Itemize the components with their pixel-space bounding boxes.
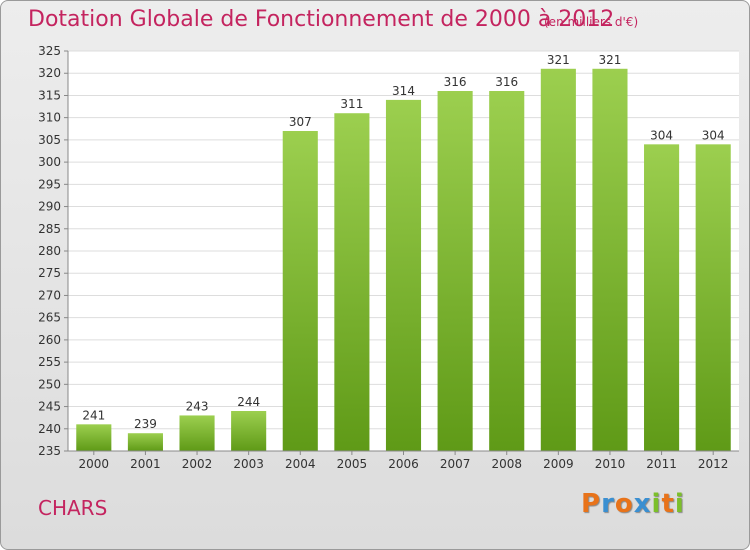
y-tick-label: 305 xyxy=(38,133,61,147)
data-label: 304 xyxy=(702,128,725,142)
y-tick-label: 240 xyxy=(38,422,61,436)
y-tick-label: 290 xyxy=(38,200,61,214)
y-tick-label: 250 xyxy=(38,377,61,391)
bar-2003 xyxy=(231,411,267,451)
data-label: 307 xyxy=(289,115,312,129)
data-label: 314 xyxy=(392,84,415,98)
y-tick-label: 275 xyxy=(38,266,61,280)
data-label: 241 xyxy=(82,408,105,422)
data-label: 316 xyxy=(495,75,518,89)
data-label: 244 xyxy=(237,395,260,409)
y-tick-label: 280 xyxy=(38,244,61,258)
x-tick-label: 2010 xyxy=(595,457,626,471)
y-axis: 235 240 245 250 255 260 265 270 275 280 285 290 295 3… xyxy=(38,44,69,458)
x-tick-label: 2008 xyxy=(491,457,522,471)
chart-title: Dotation Globale de Fonctionnement de 20… xyxy=(28,7,615,32)
logo-letter: P xyxy=(581,489,602,519)
x-tick-label: 2006 xyxy=(388,457,419,471)
x-tick-label: 2001 xyxy=(130,457,161,471)
x-tick-label: 2009 xyxy=(543,457,574,471)
proxiti-logo: Proxiti xyxy=(581,489,685,519)
data-label: 243 xyxy=(186,399,209,413)
data-label: 316 xyxy=(444,75,467,89)
y-tick-label: 270 xyxy=(38,288,61,302)
data-label: 311 xyxy=(340,97,363,111)
x-tick-label: 2007 xyxy=(440,457,471,471)
logo-letter: r xyxy=(601,489,615,519)
y-tick-label: 260 xyxy=(38,333,61,347)
bar-2001 xyxy=(127,433,163,451)
chart-unit: (en milliers d'€) xyxy=(544,15,639,29)
y-tick-label: 265 xyxy=(38,311,61,325)
data-label: 239 xyxy=(134,417,157,431)
logo-letter: t xyxy=(661,489,675,519)
bar-2000 xyxy=(76,424,112,451)
logo-letter: i xyxy=(674,489,685,519)
bar-2007 xyxy=(437,91,473,451)
bar-2004 xyxy=(282,131,318,451)
bar-2002 xyxy=(179,415,215,451)
bars: 241 239 243 244 307 311 314 316 316 321 321 304 304 xyxy=(76,53,731,452)
y-tick-label: 325 xyxy=(38,44,61,58)
data-label: 321 xyxy=(547,53,570,67)
bar-2010 xyxy=(592,68,628,452)
x-tick-label: 2011 xyxy=(646,457,677,471)
data-label: 304 xyxy=(650,128,673,142)
y-tick-label: 235 xyxy=(38,444,61,458)
y-tick-label: 255 xyxy=(38,355,61,369)
y-tick-label: 315 xyxy=(38,88,61,102)
x-tick-label: 2003 xyxy=(233,457,264,471)
y-tick-label: 245 xyxy=(38,400,61,414)
bar-2009 xyxy=(540,68,576,452)
x-tick-label: 2005 xyxy=(337,457,368,471)
y-tick-label: 320 xyxy=(38,66,61,80)
bar-2011 xyxy=(644,144,680,452)
y-tick-label: 285 xyxy=(38,222,61,236)
y-tick-label: 310 xyxy=(38,111,61,125)
x-tick-label: 2000 xyxy=(79,457,110,471)
x-tick-label: 2004 xyxy=(285,457,316,471)
bar-2012 xyxy=(695,144,731,452)
x-tick-label: 2002 xyxy=(182,457,213,471)
logo-letter: o xyxy=(614,489,634,519)
bar-2006 xyxy=(385,99,422,451)
data-label: 321 xyxy=(599,53,622,67)
logo-letter: x xyxy=(633,489,652,519)
bar-2008 xyxy=(489,91,525,451)
x-tick-label: 2012 xyxy=(698,457,729,471)
x-axis: 2000 2001 2002 2003 2004 2005 2006 2007 2008 2009… xyxy=(68,450,739,471)
y-tick-label: 295 xyxy=(38,177,61,191)
bar-2005 xyxy=(334,113,370,451)
y-tick-label: 300 xyxy=(38,155,61,169)
logo-letter: i xyxy=(651,489,662,519)
commune-name: CHARS xyxy=(38,496,108,520)
